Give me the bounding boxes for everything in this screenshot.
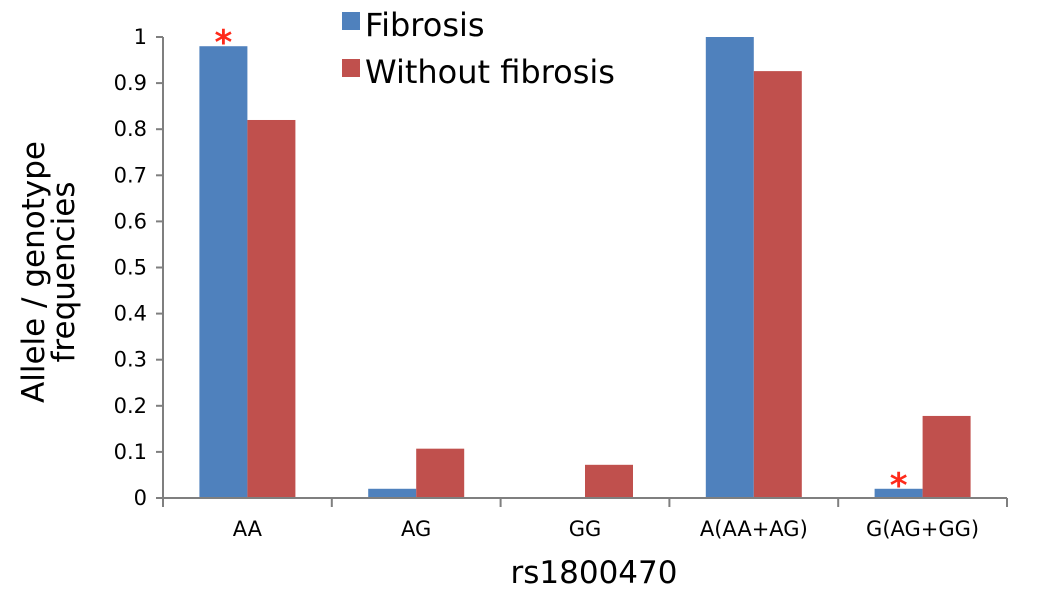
x-ticks: AA AG GG A(AA+AG) G(AG+GG): [162, 498, 1008, 541]
x-tick-label: G(AG+GG): [866, 517, 979, 541]
y-tick-label: 0.7: [114, 163, 147, 187]
legend-swatch: [342, 59, 360, 77]
x-tick-label: AG: [401, 517, 431, 541]
y-axis-title-line-1: Allele / genotype: [16, 141, 52, 403]
y-tick-label: 0.2: [114, 394, 147, 418]
significance-asterisk: *: [890, 466, 908, 506]
bar-without-fibrosis-a-aa-ag-: [753, 71, 802, 498]
legend: Fibrosis Without fibrosis: [342, 6, 615, 91]
bar-without-fibrosis-gg: [585, 464, 633, 498]
y-tick-label: 0.1: [114, 440, 147, 464]
y-axis-title-line-2: frequencies: [46, 182, 82, 363]
y-tick-label: 0.8: [114, 117, 147, 141]
x-tick-label: AA: [233, 517, 263, 541]
bars-layer: [199, 37, 971, 498]
y-tick-label: 1: [134, 25, 147, 49]
legend-label: Without fibrosis: [365, 53, 615, 91]
bar-fibrosis-a-aa-ag-: [705, 37, 754, 498]
bar-without-fibrosis-ag: [416, 448, 465, 498]
annotations-layer: **: [215, 23, 908, 506]
legend-swatch: [342, 12, 360, 30]
bar-without-fibrosis-aa: [247, 119, 296, 498]
x-tick-label: GG: [569, 517, 602, 541]
x-axis-title: rs1800470: [511, 555, 678, 591]
y-tick-label: 0.9: [114, 71, 147, 95]
bar-fibrosis-g-ag-gg-: [874, 488, 923, 498]
y-tick-label: 0.3: [114, 348, 147, 372]
significance-asterisk: *: [215, 23, 233, 63]
bar-fibrosis-aa: [199, 46, 248, 498]
y-axis-title: Allele / genotype frequencies: [16, 141, 82, 403]
y-tick-label: 0.4: [114, 302, 147, 326]
bar-fibrosis-ag: [368, 488, 417, 498]
legend-label: Fibrosis: [365, 6, 485, 44]
y-tick-label: 0.6: [114, 209, 147, 233]
y-tick-label: 0: [134, 486, 147, 510]
bar-without-fibrosis-g-ag-gg-: [922, 415, 971, 498]
y-tick-label: 0.5: [114, 256, 147, 280]
y-ticks: 0 0.1 0.2 0.3 0.4 0.5 0.6 0.7 0.8 0.9 1: [114, 25, 163, 510]
x-tick-label: A(AA+AG): [700, 517, 808, 541]
